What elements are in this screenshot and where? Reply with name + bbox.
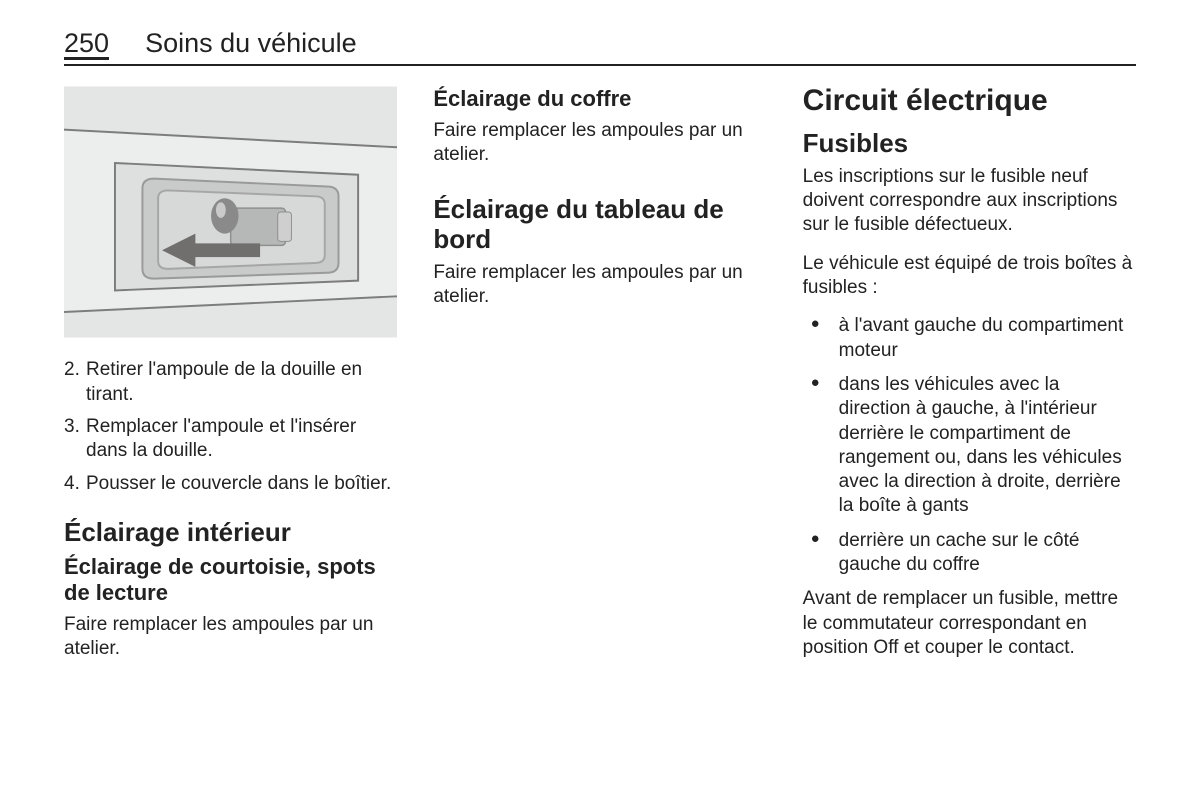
step-list: 2. Retirer l'ampoule de la douille en ti… <box>64 358 397 496</box>
content-columns: 2. Retirer l'ampoule de la douille en ti… <box>64 84 1136 675</box>
page-header: 250 Soins du véhicule <box>64 28 1136 66</box>
fuse-box-list: à l'avant gauche du compartiment moteur … <box>803 314 1136 577</box>
column-2: Éclairage du coffre Faire remplacer les … <box>433 84 766 675</box>
step-number: 2. <box>64 358 80 382</box>
step-text: Pousser le couvercle dans le boîtier. <box>86 473 391 494</box>
heading-electrical-circuit: Circuit électrique <box>803 84 1136 119</box>
step-4: 4. Pousser le couvercle dans le boîtier. <box>86 472 397 496</box>
column-1: 2. Retirer l'ampoule de la douille en ti… <box>64 84 397 675</box>
paragraph: Les inscriptions sur le fusible neuf doi… <box>803 165 1136 238</box>
bulb-housing-illustration <box>64 84 397 340</box>
step-text: Remplacer l'ampoule et l'insérer dans la… <box>86 416 356 461</box>
column-3: Circuit électrique Fusibles Les inscript… <box>803 84 1136 675</box>
heading-trunk-lighting: Éclairage du coffre <box>433 86 766 112</box>
heading-courtesy-lighting: Éclairage de courtoisie, spots de lectur… <box>64 554 397 607</box>
step-2: 2. Retirer l'ampoule de la douille en ti… <box>86 358 397 407</box>
heading-fuses: Fusibles <box>803 129 1136 159</box>
paragraph: Faire remplacer les ampoules par un atel… <box>433 119 766 168</box>
list-item: dans les véhicules avec la direction à g… <box>839 373 1136 519</box>
page-title: Soins du véhicule <box>145 28 357 59</box>
paragraph: Avant de remplacer un fusible, mettre le… <box>803 587 1136 660</box>
heading-interior-lighting: Éclairage intérieur <box>64 518 397 548</box>
step-text: Retirer l'ampoule de la douille en tiran… <box>86 359 362 404</box>
step-3: 3. Remplacer l'ampoule et l'insérer dans… <box>86 415 397 464</box>
paragraph: Faire remplacer les ampoules par un atel… <box>433 261 766 310</box>
page-number: 250 <box>64 29 109 60</box>
step-number: 4. <box>64 472 80 496</box>
paragraph: Le véhicule est équipé de trois boîtes à… <box>803 252 1136 301</box>
step-number: 3. <box>64 415 80 439</box>
list-item: derrière un cache sur le côté gauche du … <box>839 529 1136 578</box>
list-item: à l'avant gauche du compartiment moteur <box>839 314 1136 363</box>
paragraph: Faire remplacer les ampoules par un atel… <box>64 613 397 662</box>
heading-dashboard-lighting: Éclairage du tableau de bord <box>433 195 766 255</box>
